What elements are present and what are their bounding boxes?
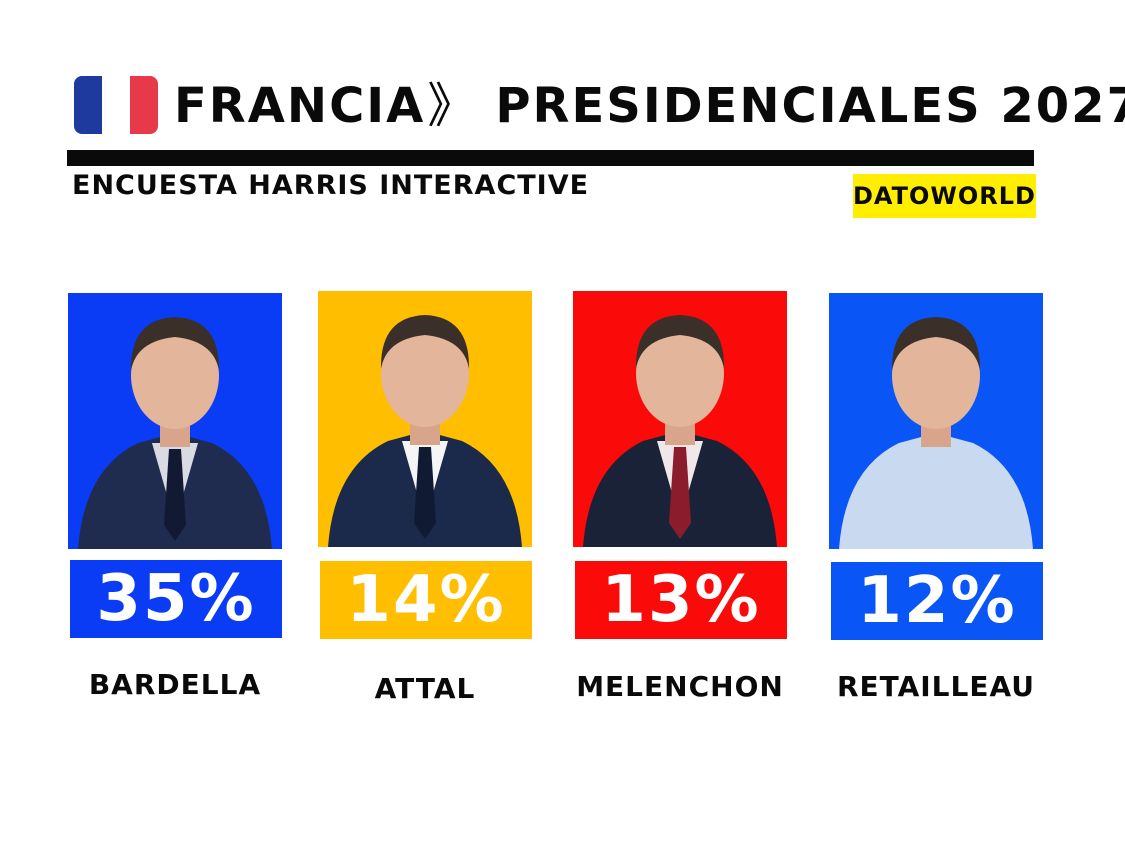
candidate-photo	[573, 291, 787, 547]
portrait-head	[381, 319, 469, 427]
portrait-tie	[669, 447, 691, 539]
portrait-head	[131, 321, 219, 429]
candidate-percent: 13%	[575, 561, 787, 639]
portrait-hair	[891, 317, 981, 371]
flag-red-stripe	[130, 76, 158, 134]
candidate-photo	[318, 291, 532, 547]
portrait-hair	[380, 315, 470, 369]
candidate-photo	[68, 293, 282, 549]
candidate-name: MELENCHON	[576, 670, 784, 703]
portrait-hair	[635, 315, 725, 369]
candidate-name: ATTAL	[374, 672, 476, 705]
title-arrow: 》	[427, 78, 478, 134]
portrait-tie	[164, 449, 186, 541]
candidate-photo	[829, 293, 1043, 549]
candidate-percent: 35%	[70, 560, 282, 638]
portrait-illustration	[573, 291, 787, 547]
title-main: PRESIDENCIALES 2027	[495, 78, 1125, 134]
portrait-illustration	[318, 291, 532, 547]
portrait-head	[892, 321, 980, 429]
candidate-name: BARDELLA	[88, 668, 262, 701]
flag-white-stripe	[102, 76, 130, 134]
portrait-tie	[414, 447, 436, 539]
page-title: FRANCIA》 PRESIDENCIALES 2027	[174, 70, 1125, 142]
candidate-percent: 14%	[320, 561, 532, 639]
portrait-tie	[925, 449, 947, 541]
flag-blue-stripe	[74, 76, 102, 134]
poll-source-subtitle: ENCUESTA HARRIS INTERACTIVE	[72, 170, 590, 201]
portrait-head	[636, 319, 724, 427]
portrait-hair	[130, 317, 220, 371]
candidate-name: RETAILLEAU	[836, 670, 1036, 703]
candidate-percent: 12%	[831, 562, 1043, 640]
header-divider	[67, 150, 1034, 166]
portrait-illustration	[829, 293, 1043, 549]
title-country: FRANCIA	[174, 78, 426, 134]
source-badge: DATOWORLD	[853, 174, 1036, 218]
france-flag-icon	[74, 76, 158, 134]
portrait-illustration	[68, 293, 282, 549]
